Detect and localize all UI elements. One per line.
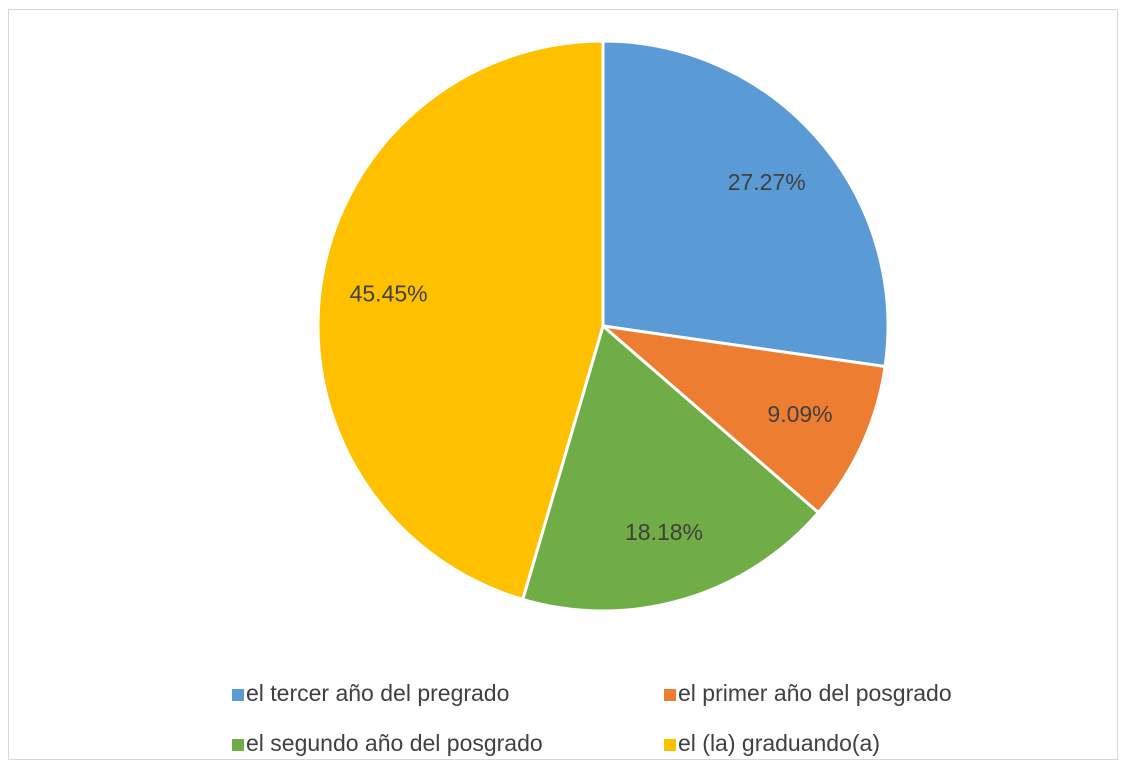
legend-swatch	[664, 739, 676, 751]
data-label: 27.27%	[728, 169, 806, 195]
data-label: 45.45%	[350, 280, 428, 306]
legend-label: el (la) graduando(a)	[678, 730, 880, 756]
legend-swatch	[232, 689, 244, 701]
pie-slice	[316, 39, 605, 602]
pie-slice	[520, 323, 821, 613]
data-label: 18.18%	[625, 519, 703, 545]
legend-swatch	[664, 689, 676, 701]
legend-label: el segundo año del posgrado	[246, 730, 543, 756]
data-label: 9.09%	[767, 401, 832, 427]
legend-swatch	[232, 739, 244, 751]
pie-slice	[598, 323, 887, 515]
legend-label: el tercer año del pregrado	[246, 680, 509, 706]
legend-label: el primer año del posgrado	[678, 680, 952, 706]
pie-slice	[601, 39, 890, 369]
